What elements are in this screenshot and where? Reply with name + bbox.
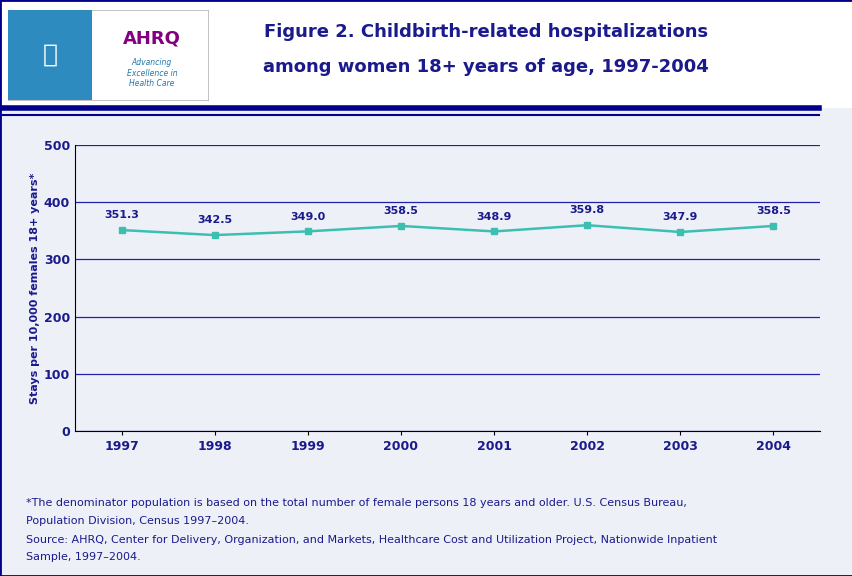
- Text: 🦅: 🦅: [43, 43, 57, 67]
- Text: 358.5: 358.5: [755, 206, 790, 216]
- Text: 347.9: 347.9: [662, 213, 697, 222]
- Text: 342.5: 342.5: [197, 215, 232, 225]
- Text: 348.9: 348.9: [475, 212, 511, 222]
- Text: 349.0: 349.0: [290, 211, 325, 222]
- Y-axis label: Stays per 10,000 females 18+ years*: Stays per 10,000 females 18+ years*: [30, 172, 40, 404]
- Text: Sample, 1997–2004.: Sample, 1997–2004.: [26, 552, 141, 562]
- Text: Source: AHRQ, Center for Delivery, Organization, and Markets, Healthcare Cost an: Source: AHRQ, Center for Delivery, Organ…: [26, 535, 716, 544]
- Text: Advancing
Excellence in
Health Care: Advancing Excellence in Health Care: [127, 58, 177, 88]
- Text: 359.8: 359.8: [569, 206, 604, 215]
- Text: 351.3: 351.3: [104, 210, 139, 221]
- Text: AHRQ: AHRQ: [123, 30, 181, 48]
- Text: Figure 2. Childbirth-related hospitalizations: Figure 2. Childbirth-related hospitaliza…: [264, 24, 707, 41]
- Text: 358.5: 358.5: [383, 206, 417, 216]
- Text: Population Division, Census 1997–2004.: Population Division, Census 1997–2004.: [26, 516, 248, 525]
- Text: among women 18+ years of age, 1997-2004: among women 18+ years of age, 1997-2004: [263, 58, 708, 76]
- Text: *The denominator population is based on the total number of female persons 18 ye: *The denominator population is based on …: [26, 498, 686, 508]
